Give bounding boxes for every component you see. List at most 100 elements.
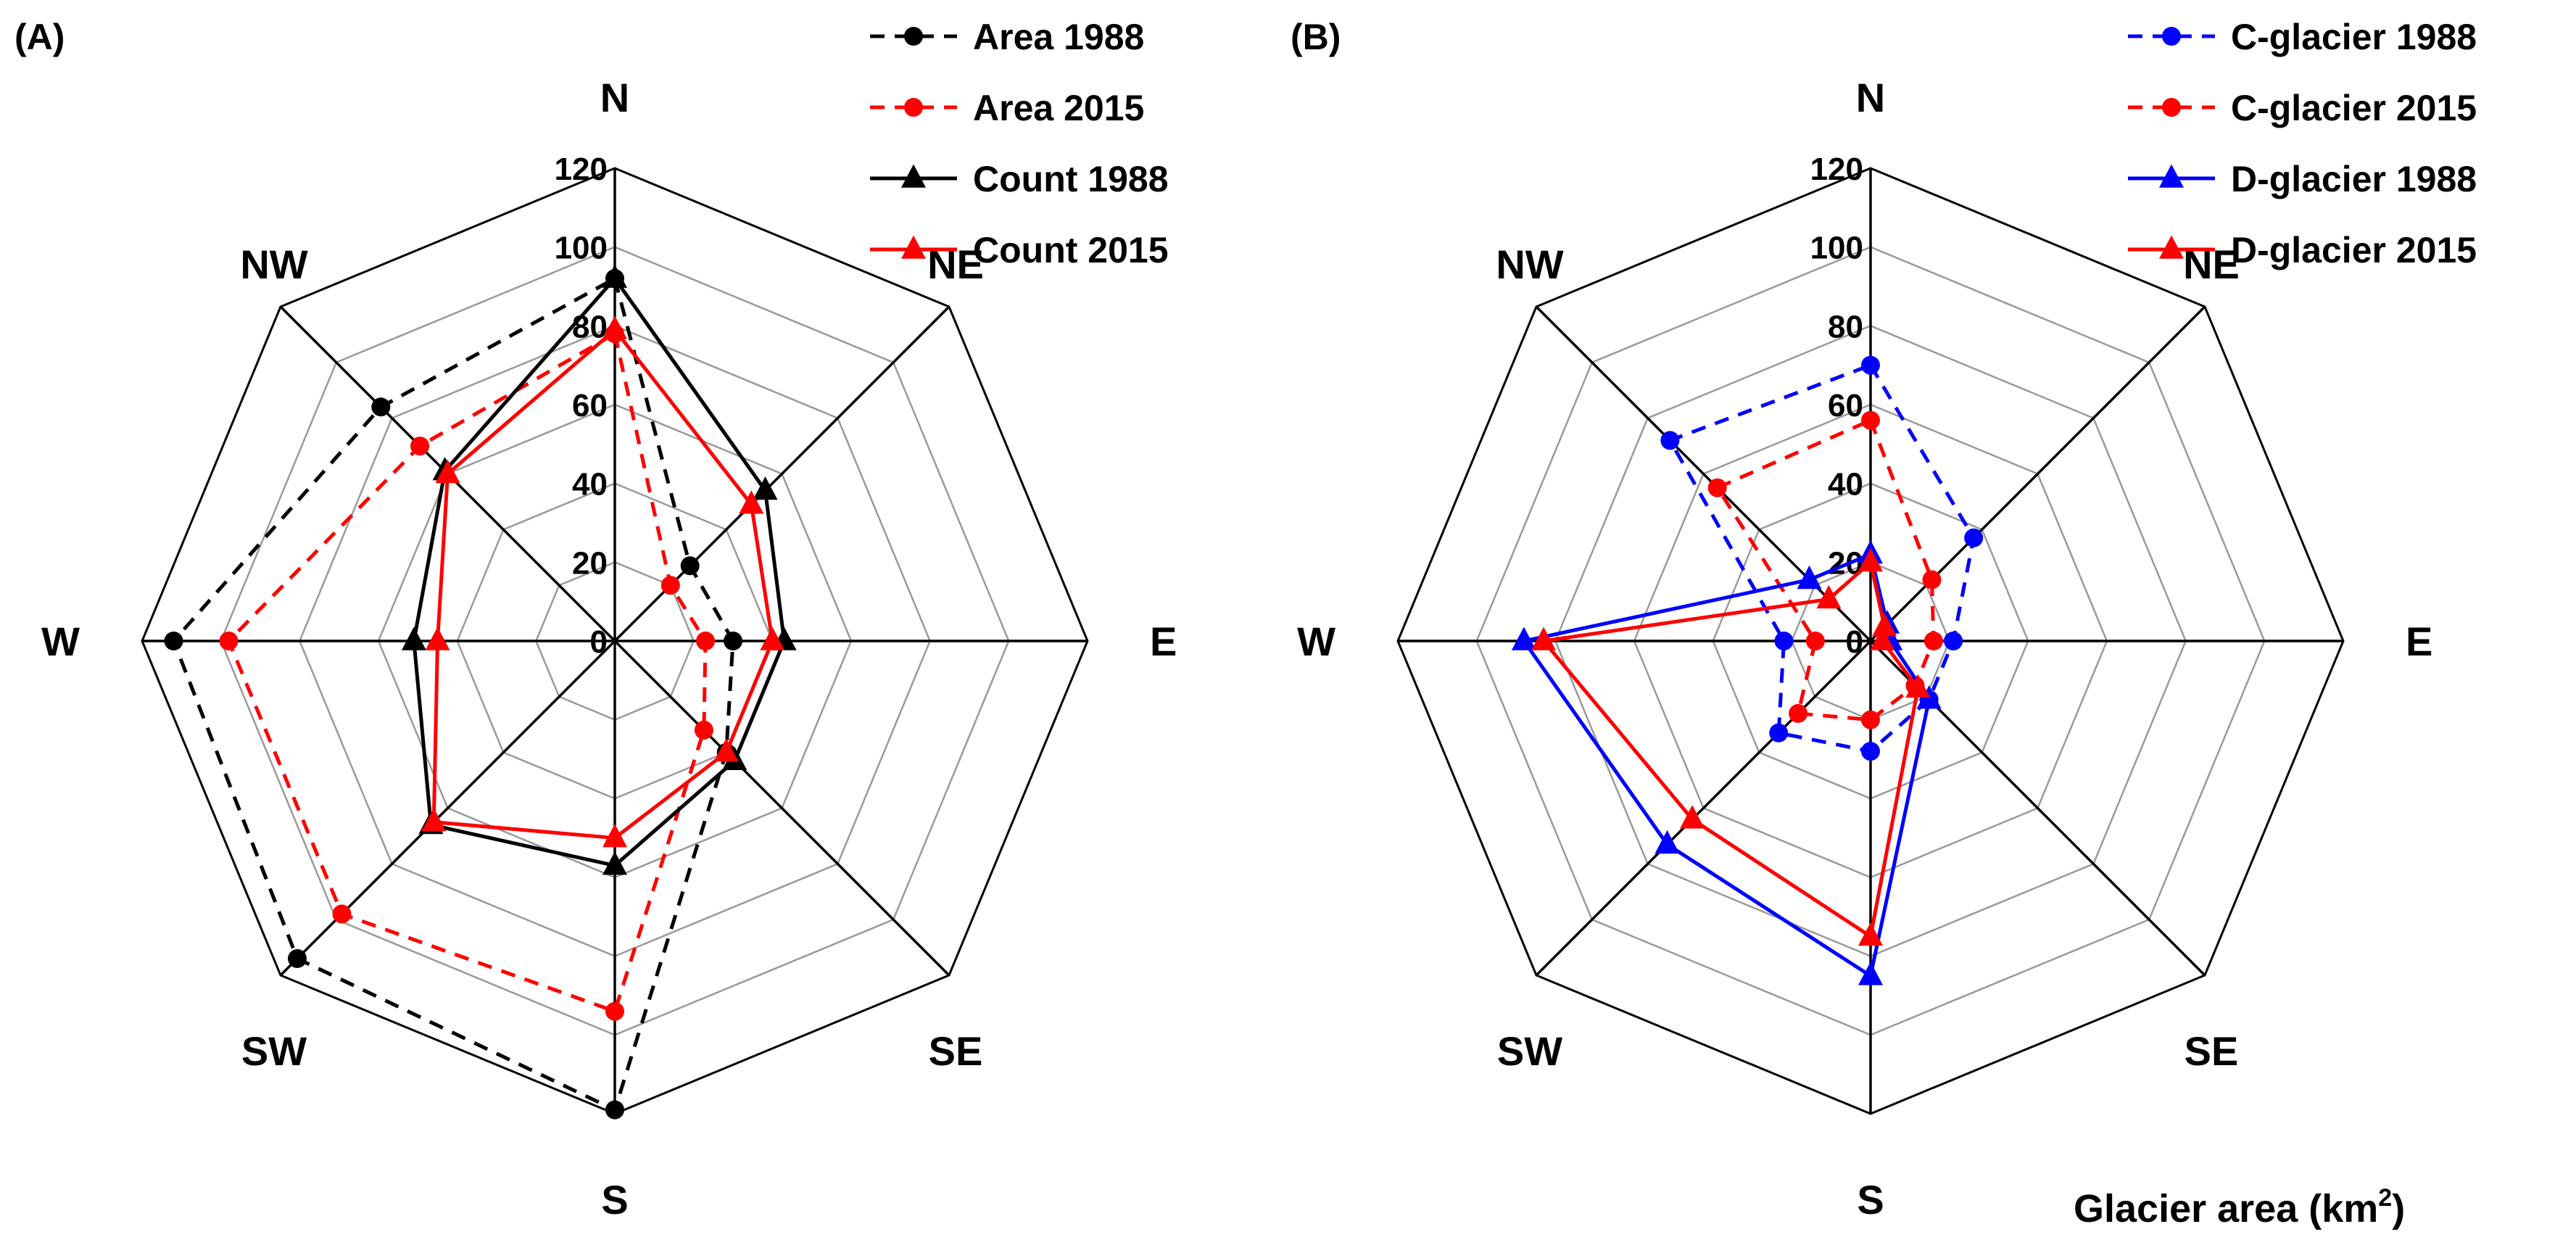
data-point-sw — [1769, 723, 1789, 743]
radial-tick-0: 0 — [1846, 624, 1863, 660]
data-point-nw — [1660, 431, 1680, 450]
radial-tick-100: 100 — [1810, 231, 1863, 266]
data-point-s — [1861, 710, 1880, 729]
data-point-n — [1861, 410, 1880, 430]
series-line — [1715, 418, 1936, 722]
data-point-s — [605, 1100, 624, 1120]
data-point-se — [1905, 674, 1931, 698]
data-point-s — [605, 1001, 624, 1021]
legend-item: C-glacier 2015 — [2128, 88, 2477, 128]
legend-label: Area 2015 — [973, 88, 1144, 128]
legend-item: C-glacier 1988 — [2128, 17, 2477, 57]
data-point-s — [1861, 742, 1880, 761]
legend-item: Count 2015 — [870, 230, 1169, 270]
data-point-sw — [1654, 830, 1680, 854]
data-point-s — [602, 851, 627, 875]
data-point-ne — [753, 476, 778, 500]
spoke-nw — [1535, 305, 1872, 642]
legend-item: Area 1988 — [870, 17, 1144, 57]
direction-label-nw: NW — [1496, 241, 1563, 287]
data-point-ne — [1872, 613, 1897, 637]
data-point-nw — [1797, 565, 1822, 590]
legend-marker — [904, 27, 923, 46]
footer-label-close: ) — [2392, 1187, 2405, 1230]
legend-label: Count 1988 — [973, 159, 1169, 199]
data-point-n — [602, 264, 627, 288]
data-point-nw — [1707, 478, 1727, 497]
panel-label: (B) — [1291, 17, 1341, 57]
radial-tick-40: 40 — [572, 467, 608, 502]
legend-marker — [2159, 164, 2184, 188]
series-area-2015 — [219, 324, 715, 1021]
legend-label: Count 2015 — [973, 230, 1169, 270]
data-point-w — [1774, 632, 1794, 650]
data-point-ne — [1964, 528, 1984, 547]
data-point-sw — [1789, 703, 1808, 723]
radial-tick-80: 80 — [572, 309, 608, 344]
data-point-nw — [410, 437, 430, 456]
data-point-ne — [680, 556, 700, 576]
direction-label-e: E — [1150, 619, 1177, 664]
data-point-w — [219, 632, 239, 650]
direction-label-e: E — [2406, 619, 2432, 664]
direction-label-n: N — [600, 75, 629, 120]
data-point-e — [760, 626, 785, 650]
data-point-w — [401, 626, 426, 650]
data-point-n — [1861, 355, 1880, 375]
legend-item: Count 1988 — [870, 159, 1169, 199]
data-point-e — [1944, 632, 1963, 650]
data-point-w — [1805, 632, 1825, 650]
data-point-sw — [288, 949, 307, 968]
legend-marker — [901, 235, 926, 259]
spoke-ne — [1869, 305, 2206, 642]
data-point-e — [1870, 626, 1895, 650]
data-point-nw — [435, 459, 460, 484]
data-point-ne — [1922, 570, 1942, 590]
direction-label-s: S — [1857, 1177, 1884, 1223]
legend-label: D-glacier 1988 — [2231, 159, 2477, 199]
series-line — [226, 331, 708, 1014]
data-point-ne — [739, 490, 764, 514]
data-point-w — [164, 632, 183, 650]
legend-marker — [901, 164, 926, 188]
radial-tick-80: 80 — [1828, 309, 1863, 344]
legend-marker — [2159, 235, 2184, 259]
direction-label-n: N — [1856, 75, 1885, 120]
radial-tick-120: 120 — [555, 152, 608, 187]
footer-label-superscript: 2 — [2378, 1184, 2392, 1212]
panel-label: (A) — [15, 17, 65, 57]
direction-label-s: S — [601, 1177, 628, 1223]
data-point-e — [696, 632, 715, 650]
data-point-s — [1858, 922, 1883, 946]
data-point-sw — [1680, 805, 1705, 829]
legend-item: D-glacier 1988 — [2128, 159, 2477, 199]
direction-label-sw: SW — [1497, 1028, 1562, 1074]
radial-tick-60: 60 — [1828, 388, 1863, 423]
footer-label-text: Glacier area (km — [2074, 1187, 2378, 1230]
data-point-s — [602, 824, 627, 848]
series-d-glacier-2015 — [1531, 547, 1931, 946]
data-point-sw — [332, 904, 352, 924]
direction-label-se: SE — [2184, 1028, 2239, 1074]
radial-tick-60: 60 — [572, 388, 608, 423]
series-line — [1520, 552, 1931, 979]
legend-marker — [2162, 27, 2181, 46]
direction-label-se: SE — [929, 1028, 983, 1074]
data-point-nw — [371, 397, 391, 417]
legend-marker — [2162, 98, 2181, 117]
legend-label: Area 1988 — [973, 17, 1144, 57]
legend-label: D-glacier 2015 — [2231, 230, 2477, 270]
radial-tick-120: 120 — [1810, 152, 1863, 187]
data-point-e — [1923, 632, 1943, 650]
data-point-w — [425, 626, 450, 650]
spoke-se — [613, 640, 951, 977]
legend-item: D-glacier 2015 — [2128, 230, 2477, 270]
direction-label-w: W — [41, 619, 80, 664]
legend-marker — [904, 98, 923, 117]
legend-label: C-glacier 2015 — [2231, 88, 2477, 128]
data-point-n — [1858, 547, 1883, 572]
data-point-s — [1858, 961, 1883, 985]
data-point-nw — [1816, 584, 1842, 609]
